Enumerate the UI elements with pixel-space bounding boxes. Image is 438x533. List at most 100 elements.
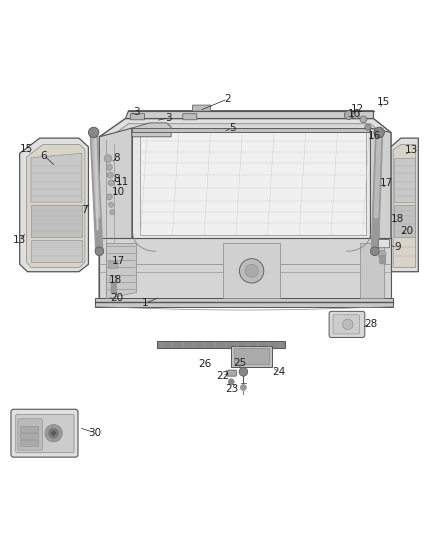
Text: 13: 13 [13,235,26,245]
FancyBboxPatch shape [21,426,39,432]
Circle shape [365,124,371,130]
Text: 20: 20 [400,226,413,236]
Circle shape [360,116,367,123]
Polygon shape [132,128,371,133]
FancyBboxPatch shape [378,239,388,246]
Text: 17: 17 [380,178,393,188]
FancyBboxPatch shape [16,415,74,453]
Polygon shape [223,243,280,298]
Text: 23: 23 [226,384,239,394]
FancyBboxPatch shape [192,105,211,111]
FancyBboxPatch shape [21,440,39,446]
Text: 8: 8 [113,174,120,184]
Text: 26: 26 [198,359,212,369]
Polygon shape [99,238,391,302]
Polygon shape [99,128,132,302]
Text: 12: 12 [351,104,364,114]
FancyBboxPatch shape [183,114,197,120]
Text: 7: 7 [81,205,88,215]
Circle shape [106,194,113,200]
Text: 30: 30 [88,428,102,438]
Circle shape [240,259,264,283]
Circle shape [344,111,353,119]
Polygon shape [394,205,415,237]
Text: 3: 3 [166,112,172,123]
Polygon shape [99,118,391,302]
FancyBboxPatch shape [380,256,386,264]
Polygon shape [125,111,374,118]
Polygon shape [157,341,285,349]
Text: 28: 28 [364,319,377,329]
Text: 10: 10 [347,109,360,119]
Text: 11: 11 [116,176,129,187]
Polygon shape [132,128,371,238]
Text: 13: 13 [405,145,418,155]
Circle shape [48,428,59,439]
Polygon shape [27,144,85,268]
Text: 3: 3 [133,107,140,117]
Text: 6: 6 [41,150,47,160]
Polygon shape [31,239,82,262]
Circle shape [343,319,353,329]
Polygon shape [393,144,416,268]
Text: 20: 20 [110,293,123,303]
Text: 22: 22 [216,371,229,381]
Circle shape [51,431,56,435]
Circle shape [378,251,386,258]
Polygon shape [132,123,171,137]
FancyBboxPatch shape [333,315,360,334]
Circle shape [228,379,234,385]
FancyBboxPatch shape [11,409,78,457]
Circle shape [104,155,112,163]
Circle shape [239,367,248,376]
Text: 9: 9 [394,242,401,252]
FancyBboxPatch shape [227,370,237,376]
Polygon shape [106,243,136,298]
Circle shape [45,424,62,442]
Circle shape [109,202,114,207]
Circle shape [245,264,258,277]
Polygon shape [360,243,384,298]
Circle shape [88,127,99,138]
Text: 15: 15 [20,144,33,154]
Circle shape [371,247,379,256]
Text: 15: 15 [377,97,390,107]
Polygon shape [140,133,366,235]
Polygon shape [106,124,385,298]
Polygon shape [234,349,269,364]
Text: 2: 2 [224,94,231,104]
FancyBboxPatch shape [378,239,390,248]
Polygon shape [394,158,415,202]
Text: 24: 24 [272,367,286,377]
Circle shape [374,127,385,138]
Circle shape [353,111,360,118]
Circle shape [95,247,104,256]
FancyBboxPatch shape [18,419,42,450]
Polygon shape [95,298,393,306]
Polygon shape [371,128,391,302]
FancyBboxPatch shape [21,433,39,439]
FancyBboxPatch shape [131,114,145,120]
Text: 17: 17 [111,256,125,266]
Polygon shape [231,346,272,367]
Polygon shape [391,138,418,272]
Text: 25: 25 [233,358,247,368]
Circle shape [106,164,113,171]
Polygon shape [20,138,88,272]
Polygon shape [31,154,82,202]
FancyBboxPatch shape [109,261,118,268]
Circle shape [108,180,114,186]
Circle shape [110,209,115,215]
Text: 8: 8 [113,152,120,163]
Text: 18: 18 [109,276,122,286]
FancyBboxPatch shape [329,311,365,337]
Text: 5: 5 [229,123,235,133]
Polygon shape [31,205,82,237]
Circle shape [110,276,117,284]
Circle shape [107,172,113,178]
FancyBboxPatch shape [111,282,116,294]
Text: 18: 18 [391,214,404,224]
Text: 16: 16 [368,131,381,141]
Circle shape [240,384,247,391]
Text: 1: 1 [142,298,148,309]
